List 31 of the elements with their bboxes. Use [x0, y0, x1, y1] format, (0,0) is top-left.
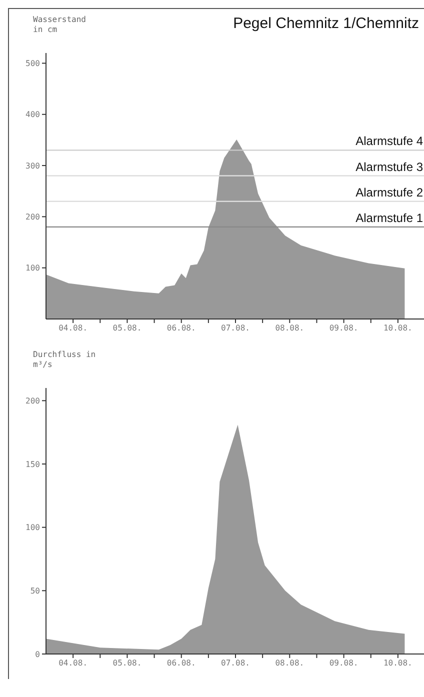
y-tick-label: 200	[26, 212, 40, 222]
ref-line-label: Alarmstufe 2	[356, 185, 424, 200]
y-tick-label: 400	[26, 110, 40, 120]
y-axis-title: Wasserstand in cm	[33, 15, 87, 35]
x-tick-label: 08.08.	[275, 324, 304, 333]
y-tick-label: 100	[26, 523, 40, 532]
ref-line-label: Alarmstufe 1	[356, 210, 424, 225]
y-tick-label: 300	[26, 161, 40, 170]
ref-line-label: Alarmstufe 4	[356, 134, 424, 148]
x-tick-label: 06.08.	[166, 324, 196, 333]
x-tick-label: 07.08.	[221, 324, 250, 333]
x-tick-label: 04.08.	[58, 658, 88, 668]
y-axis-title: Durchfluss in m³/s	[33, 350, 97, 370]
y-tick-label: 100	[26, 264, 40, 273]
y-tick-label: 200	[26, 396, 40, 406]
ref-line-label: Alarmstufe 3	[356, 160, 424, 174]
x-tick-label: 10.08.	[383, 658, 412, 668]
x-tick-label: 08.08.	[275, 658, 304, 668]
x-tick-label: 09.08.	[329, 658, 358, 668]
x-tick-label: 05.08.	[112, 658, 142, 668]
y-tick-label: 0	[35, 650, 40, 659]
x-tick-label: 06.08.	[166, 658, 196, 668]
x-tick-label: 09.08.	[329, 324, 358, 333]
chart-title: Pegel Chemnitz 1/Chemnitz	[233, 15, 419, 32]
y-tick-label: 500	[26, 59, 40, 68]
x-tick-label: 07.08.	[221, 658, 250, 668]
x-tick-label: 05.08.	[112, 324, 142, 333]
y-tick-label: 50	[30, 586, 40, 596]
x-tick-label: 04.08.	[58, 324, 88, 333]
y-tick-label: 150	[26, 460, 40, 469]
x-tick-label: 10.08.	[383, 324, 412, 333]
